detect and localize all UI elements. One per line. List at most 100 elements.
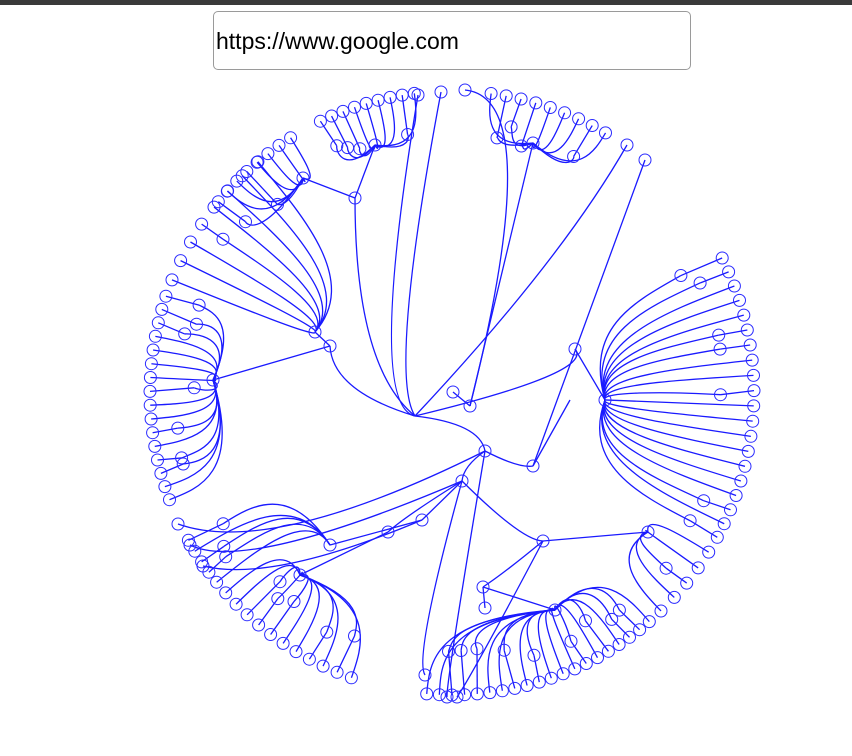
tree-edge	[426, 609, 556, 694]
tree-node	[543, 101, 557, 114]
tree-edge	[150, 379, 216, 406]
tree-edge	[533, 655, 540, 683]
tree-edge	[554, 604, 599, 658]
tree-edge	[374, 93, 417, 147]
tree-edge	[611, 618, 630, 638]
tree-edge	[602, 285, 735, 401]
tree-edge	[208, 556, 227, 573]
tree-node	[598, 393, 612, 407]
tree-edge	[520, 102, 537, 147]
url-input[interactable]: https://www.google.com	[213, 11, 691, 70]
tree-node	[585, 119, 599, 132]
tree-edge	[216, 530, 331, 583]
tree-node	[697, 494, 711, 508]
tree-edge	[496, 95, 507, 139]
tree-node	[271, 592, 285, 606]
tree-node	[717, 517, 731, 531]
tree-edge	[235, 564, 301, 605]
tree-edge	[503, 650, 516, 689]
tree-node	[171, 421, 185, 435]
tree-edge	[484, 450, 534, 467]
tree-node	[432, 688, 446, 702]
tree-node	[240, 165, 254, 178]
tree-edge	[152, 427, 178, 434]
tree-edge	[213, 206, 321, 333]
tree-node	[144, 412, 158, 426]
tree-edge	[482, 586, 556, 611]
tree-edge	[336, 144, 376, 161]
tree-node	[206, 373, 220, 387]
tree-edge	[189, 480, 463, 553]
tree-node	[741, 444, 755, 458]
tree-node	[745, 353, 759, 367]
tree-node	[146, 343, 160, 357]
tree-node	[747, 399, 761, 413]
tree-edge	[193, 379, 218, 391]
tree-edge	[201, 223, 224, 240]
tree-edge	[461, 450, 486, 482]
tree-node	[230, 174, 244, 188]
tree-node	[293, 568, 307, 582]
tree-edge	[414, 144, 628, 417]
tree-node	[680, 576, 694, 590]
tree-node	[271, 197, 284, 211]
tree-node	[252, 618, 266, 632]
tree-node	[239, 215, 252, 229]
tree-edge	[258, 598, 279, 626]
tree-node	[529, 96, 543, 110]
tree-node	[659, 561, 673, 575]
tree-node	[151, 453, 164, 467]
tree-node	[470, 687, 484, 701]
tree-edge	[689, 520, 718, 538]
tree-node	[476, 580, 490, 594]
tree-edge	[604, 399, 753, 422]
tree-node	[747, 384, 761, 398]
tree-node	[163, 493, 176, 507]
tree-node	[251, 155, 265, 169]
tree-node	[148, 439, 162, 453]
tree-node	[733, 293, 746, 307]
tree-edge	[151, 363, 217, 381]
tree-node	[348, 100, 361, 114]
tree-node	[743, 338, 757, 352]
tree-node	[548, 603, 562, 617]
tree-edge	[299, 574, 362, 678]
tree-edge	[227, 190, 324, 333]
tree-edge	[150, 376, 217, 382]
tree-node	[504, 120, 518, 134]
tree-node	[348, 191, 362, 205]
tree-node	[155, 302, 169, 316]
tree-edge	[603, 399, 749, 453]
tree-node	[143, 371, 157, 384]
tree-edge	[482, 540, 544, 588]
tree-node	[148, 329, 162, 343]
tree-edge	[469, 142, 534, 407]
tree-edge	[603, 399, 746, 467]
tree-node	[734, 474, 748, 488]
tree-node	[612, 638, 626, 651]
tree-node	[667, 590, 681, 604]
tree-node	[165, 273, 179, 287]
tree-node	[746, 414, 760, 428]
tree-edge	[171, 279, 316, 334]
tree-edge	[342, 111, 361, 149]
tree-node	[483, 686, 497, 700]
tree-node	[289, 645, 303, 659]
tree-node	[174, 254, 188, 268]
tree-edge	[246, 581, 281, 616]
tree-node	[567, 150, 581, 163]
tree-edge	[456, 540, 544, 698]
tree-edge	[604, 399, 751, 437]
tree-edge	[302, 177, 356, 199]
tree-node	[579, 657, 593, 670]
tree-edge	[160, 463, 184, 474]
tree-edge	[628, 531, 662, 612]
tree-node	[187, 381, 201, 395]
tree-edge	[665, 567, 688, 584]
tree-node	[250, 155, 264, 169]
tree-edge	[554, 599, 620, 645]
tree-node	[158, 480, 172, 494]
tree-node	[146, 426, 160, 440]
tree-edge	[299, 531, 389, 576]
tree-node	[181, 533, 195, 547]
